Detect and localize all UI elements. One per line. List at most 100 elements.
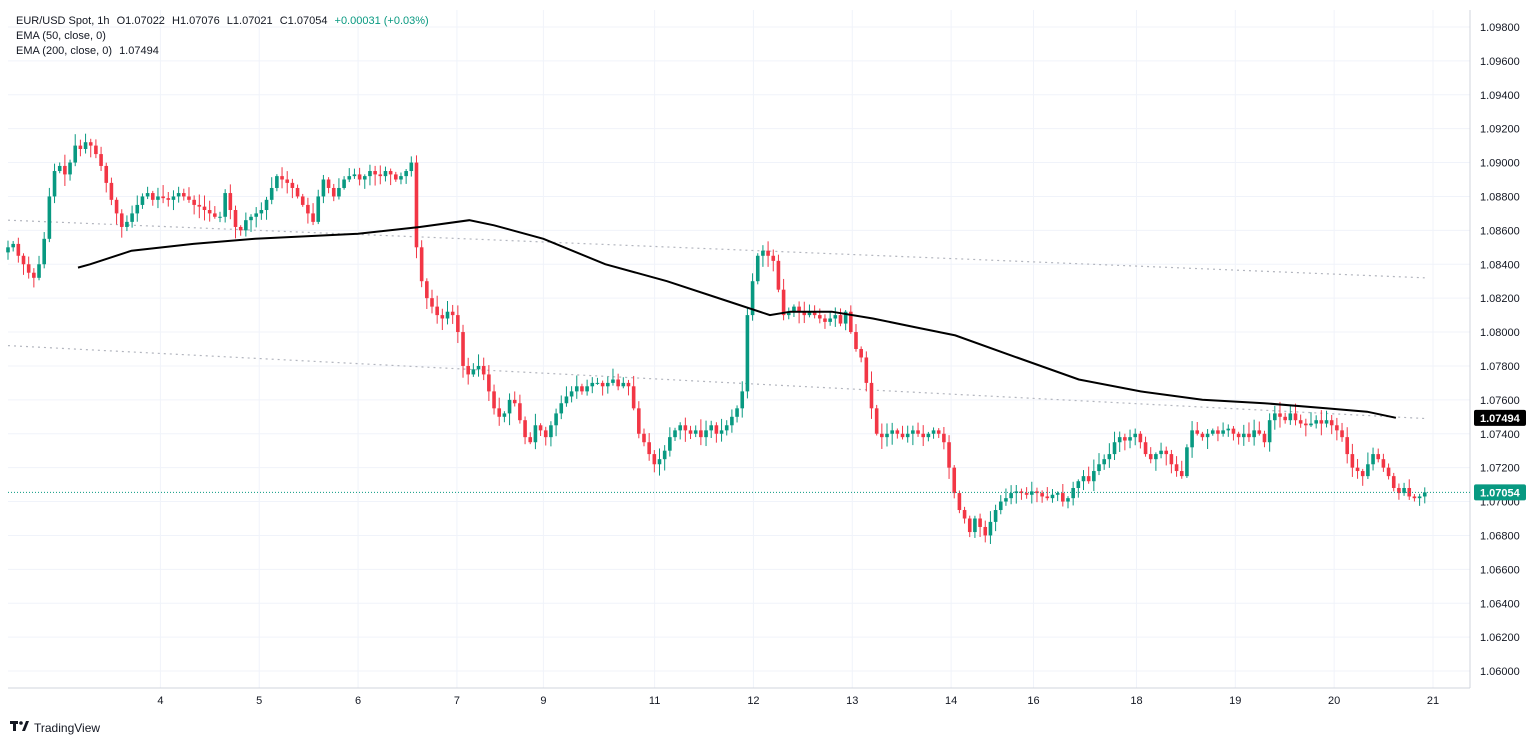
candle-body bbox=[440, 315, 445, 319]
candle-body bbox=[378, 174, 383, 177]
candle-body bbox=[73, 145, 78, 163]
candle-body bbox=[1402, 487, 1406, 494]
price-axis[interactable]: 1.09800 1.09600 1.09400 1.09200 1.09000 1.088… bbox=[1480, 22, 1520, 678]
candle-body bbox=[652, 454, 657, 465]
candle-body bbox=[1236, 433, 1241, 438]
candle-body bbox=[1314, 420, 1318, 424]
candle-body bbox=[249, 216, 253, 221]
change-value: +0.00031 (+0.03%) bbox=[334, 15, 429, 27]
candle-body bbox=[1231, 428, 1236, 434]
y-tick-label: 1.08200 bbox=[1480, 293, 1520, 305]
candle-body bbox=[1190, 430, 1194, 448]
time-axis[interactable]: 4 5 6 7 9 11 12 13 14 16 18 19 20 21 bbox=[157, 695, 1439, 707]
candle-body bbox=[647, 442, 651, 455]
candle-body bbox=[683, 425, 688, 431]
candle-body bbox=[740, 391, 745, 409]
y-tick-label: 1.06000 bbox=[1480, 666, 1520, 678]
candle-body bbox=[1283, 416, 1287, 421]
candle-body bbox=[290, 182, 295, 188]
tradingview-brand[interactable]: TradingView bbox=[10, 720, 100, 735]
open-value: O1.07022 bbox=[116, 15, 165, 27]
x-tick-label: 16 bbox=[1027, 695, 1039, 707]
candle-body bbox=[1185, 447, 1189, 477]
candle-body bbox=[802, 311, 807, 316]
candle-body bbox=[781, 289, 786, 316]
candle-body bbox=[1092, 471, 1096, 482]
candle-body bbox=[518, 403, 522, 421]
candle-body bbox=[1293, 413, 1298, 421]
candle-body bbox=[1179, 471, 1184, 477]
candle-body bbox=[1102, 459, 1106, 465]
candle-body bbox=[668, 437, 672, 451]
candle-body bbox=[11, 243, 15, 248]
candle-body bbox=[693, 430, 698, 434]
y-tick-label: 1.07200 bbox=[1480, 463, 1520, 475]
candle-body bbox=[182, 193, 186, 197]
candle-body bbox=[709, 425, 714, 431]
legend-ema50-row[interactable]: EMA (50, close, 0) bbox=[16, 29, 433, 44]
candle-body bbox=[285, 179, 290, 183]
candle-body bbox=[1066, 498, 1070, 502]
candle-body bbox=[1024, 493, 1029, 495]
legend-ema200-row[interactable]: EMA (200, close, 0) 1.07494 bbox=[16, 44, 433, 59]
candle-body bbox=[569, 391, 574, 397]
candle-body bbox=[1123, 437, 1127, 441]
candle-body bbox=[574, 386, 579, 392]
candle-body bbox=[637, 408, 641, 434]
candle-body bbox=[771, 255, 776, 261]
symbol-label[interactable]: EUR/USD Spot, 1h bbox=[16, 15, 110, 27]
candle-body bbox=[833, 315, 838, 319]
candle-body bbox=[1200, 433, 1205, 438]
candle-body bbox=[1345, 437, 1350, 455]
candle-body bbox=[99, 154, 103, 166]
candle-body bbox=[259, 210, 264, 214]
candle-body bbox=[885, 433, 889, 438]
candle-body bbox=[502, 413, 507, 417]
candle-body bbox=[880, 433, 884, 438]
candle-body bbox=[1257, 430, 1262, 434]
close-value: C1.07054 bbox=[279, 15, 328, 27]
y-tick-label: 1.08600 bbox=[1480, 225, 1520, 237]
x-tick-label: 11 bbox=[649, 695, 660, 707]
candle-body bbox=[699, 430, 703, 438]
candle-body bbox=[998, 501, 1003, 511]
candle-body bbox=[1397, 487, 1401, 494]
candle-body bbox=[890, 430, 894, 434]
candle-body bbox=[1061, 493, 1065, 502]
candle-body bbox=[590, 382, 595, 387]
candle-body bbox=[409, 162, 414, 172]
candle-body bbox=[254, 213, 258, 217]
candle-body bbox=[1273, 413, 1277, 421]
candle-body bbox=[63, 165, 67, 175]
candle-body bbox=[1128, 437, 1132, 441]
candle-body bbox=[6, 247, 10, 253]
candle-body bbox=[16, 243, 21, 256]
candle-body bbox=[843, 311, 848, 324]
candle-body bbox=[1076, 481, 1081, 488]
x-tick-label: 9 bbox=[540, 695, 546, 707]
candle-body bbox=[543, 430, 548, 438]
candle-body bbox=[1335, 425, 1339, 431]
candle-body bbox=[461, 332, 465, 366]
candle-body bbox=[450, 311, 455, 316]
candle-body bbox=[300, 196, 305, 205]
chart-legend: EUR/USD Spot, 1h O1.07022 H1.07076 L1.07… bbox=[16, 14, 433, 59]
candle-body bbox=[549, 425, 553, 438]
y-tick-label: 1.06400 bbox=[1480, 598, 1520, 610]
candle-body bbox=[921, 433, 926, 438]
candlestick-series bbox=[6, 133, 1427, 544]
candle-body bbox=[1019, 491, 1024, 494]
candle-body bbox=[1288, 413, 1293, 421]
candle-body bbox=[1386, 467, 1391, 477]
candle-body bbox=[962, 510, 967, 519]
candle-body bbox=[244, 220, 248, 231]
candle-body bbox=[150, 193, 155, 200]
candle-body bbox=[466, 365, 470, 375]
candle-body bbox=[983, 526, 988, 536]
candle-body bbox=[352, 174, 357, 177]
candle-body bbox=[145, 193, 150, 197]
candle-body bbox=[383, 171, 388, 177]
x-tick-label: 7 bbox=[454, 695, 460, 707]
chart-grid bbox=[8, 10, 1471, 689]
